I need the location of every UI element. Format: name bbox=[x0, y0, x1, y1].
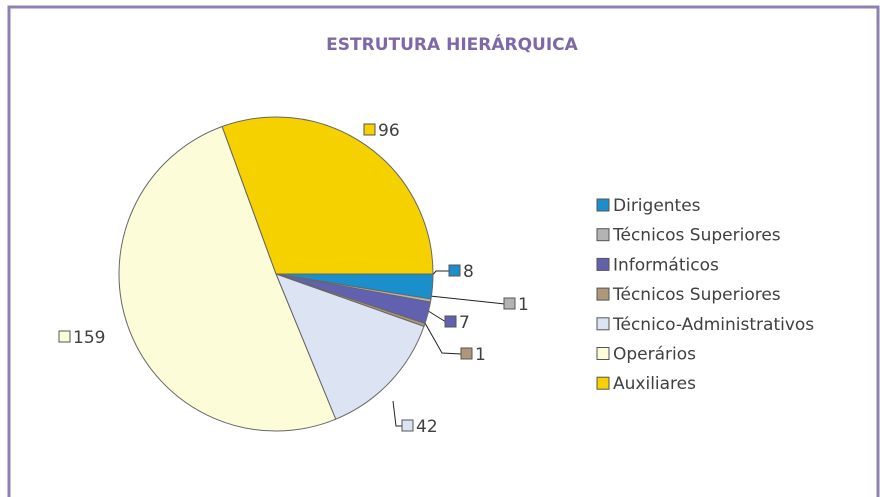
value-label-swatch bbox=[58, 330, 71, 343]
leader-line bbox=[420, 315, 462, 355]
value-label: 7 bbox=[459, 313, 470, 333]
value-label: 96 bbox=[378, 121, 400, 141]
legend-swatch bbox=[596, 228, 610, 242]
legend-label: Informáticos bbox=[613, 255, 719, 275]
value-label: 42 bbox=[416, 417, 438, 437]
chart-title: ESTRUTURA HIERÁRQUICA bbox=[326, 33, 578, 55]
legend-label: Técnico-Administrativos bbox=[612, 315, 814, 335]
legend-label: Dirigentes bbox=[613, 196, 701, 216]
legend-label: Técnicos Superiores bbox=[612, 226, 781, 246]
value-label-swatch bbox=[503, 297, 516, 310]
value-label: 1 bbox=[475, 345, 486, 365]
pie-slice bbox=[275, 273, 425, 420]
leader-line bbox=[392, 400, 403, 427]
pie-slice bbox=[118, 125, 337, 432]
legend-swatch bbox=[596, 347, 610, 360]
legend-swatch bbox=[596, 257, 610, 271]
legend-label: Auxiliares bbox=[613, 374, 696, 394]
legend-swatch bbox=[596, 317, 610, 331]
value-label-swatch bbox=[363, 123, 376, 136]
legend-swatch bbox=[596, 376, 610, 390]
value-label-swatch bbox=[448, 264, 461, 277]
value-label: 8 bbox=[463, 262, 474, 282]
value-label: 159 bbox=[73, 328, 105, 348]
legend-label: Técnicos Superiores bbox=[612, 285, 781, 305]
legend-label: Operários bbox=[613, 345, 696, 365]
value-label-swatch bbox=[444, 315, 457, 328]
legend-swatch bbox=[596, 198, 610, 212]
legend-swatch bbox=[596, 287, 610, 301]
value-label-swatch bbox=[460, 347, 473, 360]
value-label: 1 bbox=[518, 295, 529, 315]
value-label-swatch bbox=[401, 419, 414, 432]
leader-line bbox=[429, 295, 506, 305]
pie-slice bbox=[221, 116, 434, 275]
